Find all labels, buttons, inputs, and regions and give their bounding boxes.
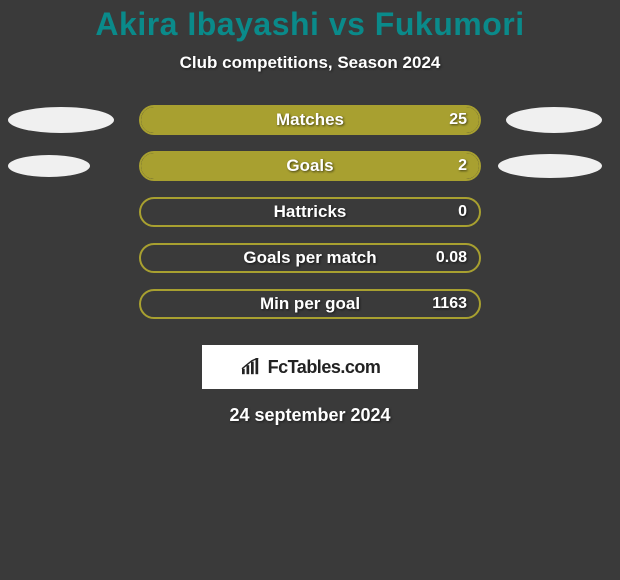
stat-label: Min per goal [141,294,479,314]
stat-bar-fill [141,153,479,179]
page-title: Akira Ibayashi vs Fukumori [0,6,620,43]
right-ellipse [506,107,602,133]
stat-bar: Goals2 [139,151,481,181]
stat-bar: Hattricks0 [139,197,481,227]
stat-value: 0.08 [436,249,467,267]
stat-row: Matches25 [0,105,620,135]
left-ellipse [8,155,90,177]
date-label: 24 september 2024 [0,405,620,426]
stat-label: Goals per match [141,248,479,268]
comparison-widget: Akira Ibayashi vs Fukumori Club competit… [0,0,620,426]
right-ellipse [498,154,602,178]
stat-bar: Min per goal1163 [139,289,481,319]
stat-row: Hattricks0 [0,197,620,227]
logo-text: FcTables.com [268,357,381,378]
stat-bar-fill [141,107,479,133]
stat-row: Goals per match0.08 [0,243,620,273]
stat-row: Min per goal1163 [0,289,620,319]
stat-rows: Matches25 Goals2 Hattricks0 Goals per match… [0,105,620,319]
stat-value: 0 [458,203,467,221]
bar-chart-icon [240,358,262,376]
stat-bar: Goals per match0.08 [139,243,481,273]
logo-box[interactable]: FcTables.com [202,345,418,389]
subtitle: Club competitions, Season 2024 [0,53,620,73]
left-ellipse [8,107,114,133]
stat-value: 1163 [432,295,467,313]
stat-bar: Matches25 [139,105,481,135]
stat-label: Hattricks [141,202,479,222]
stat-row: Goals2 [0,151,620,181]
